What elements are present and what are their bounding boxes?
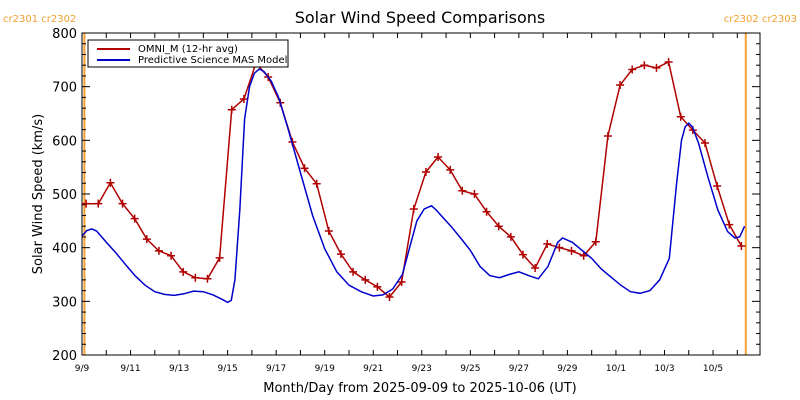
data-point [118, 199, 127, 208]
carrington-marker-label: cr2302 cr2303 [724, 14, 797, 25]
data-point [676, 112, 685, 121]
data-point [446, 165, 455, 174]
data-point [664, 57, 673, 66]
data-point [640, 61, 649, 70]
x-tick-label: 9/15 [218, 364, 238, 374]
data-point [324, 227, 333, 236]
data-point [385, 293, 394, 302]
data-point [82, 199, 91, 208]
data-point [336, 250, 345, 259]
data-point [191, 273, 200, 282]
data-point [167, 251, 176, 260]
y-tick-label: 400 [52, 242, 77, 257]
data-point [312, 179, 321, 188]
data-point [397, 278, 406, 287]
data-point [421, 167, 430, 176]
series-line [86, 60, 743, 299]
data-point [434, 152, 443, 161]
data-point [470, 190, 479, 198]
series-line [81, 68, 746, 304]
data-point [506, 232, 515, 241]
data-point [531, 264, 540, 273]
y-tick-label: 300 [52, 295, 77, 310]
y-tick-label: 500 [52, 188, 77, 203]
data-point [349, 267, 358, 276]
data-point [713, 181, 722, 190]
data-point [239, 95, 248, 104]
data-point [227, 105, 236, 114]
data-point [737, 242, 746, 251]
legend-label-omni: OMNI_M (12-hr avg) [138, 44, 238, 55]
chart-title: Solar Wind Speed Comparisons [295, 8, 546, 27]
x-tick-label: 10/3 [654, 364, 674, 374]
data-point [591, 237, 600, 246]
data-point [154, 246, 163, 255]
x-tick-label: 10/5 [703, 364, 723, 374]
legend-box [87, 39, 289, 68]
plot-frame [81, 32, 761, 356]
data-point [701, 139, 710, 148]
data-point [179, 267, 188, 276]
y-axis-ticks: 200 300 400 500 600 700 800 [52, 27, 760, 364]
data-point [130, 214, 139, 223]
x-tick-label: 9/21 [363, 364, 383, 374]
data-point [567, 246, 576, 255]
data-point [94, 199, 103, 208]
series-model [81, 68, 746, 304]
data-point [409, 205, 418, 214]
y-tick-label: 200 [52, 349, 77, 364]
data-point [203, 274, 212, 283]
x-tick-label: 9/13 [169, 364, 189, 374]
axes [81, 32, 761, 356]
data-point [106, 178, 115, 187]
data-point [616, 81, 625, 90]
x-tick-label: 9/9 [75, 364, 90, 374]
x-tick-label: 9/11 [120, 364, 140, 374]
data-point [300, 164, 309, 173]
data-point [555, 243, 564, 252]
x-axis-label: Month/Day from 2025-09-09 to 2025-10-06 … [263, 381, 576, 396]
x-tick-label: 9/25 [460, 364, 480, 374]
data-point [361, 275, 370, 284]
y-tick-label: 800 [52, 27, 77, 42]
x-tick-label: 9/23 [412, 364, 432, 374]
data-point [482, 207, 491, 216]
x-tick-label: 9/27 [509, 364, 529, 374]
series-layer [81, 57, 746, 304]
y-axis-label: Solar Wind Speed (km/s) [31, 114, 46, 274]
y-tick-label: 600 [52, 134, 77, 149]
data-point [373, 282, 382, 291]
series-omni [82, 57, 746, 302]
data-point [215, 253, 224, 262]
data-point [518, 250, 527, 259]
x-tick-label: 10/1 [606, 364, 626, 374]
data-point [458, 186, 467, 195]
data-point [628, 65, 637, 74]
x-tick-label: 9/17 [266, 364, 286, 374]
data-point [142, 235, 151, 244]
legend: OMNI_M (12-hr avg) Predictive Science MA… [87, 39, 289, 68]
data-point [652, 63, 661, 72]
legend-label-model: Predictive Science MAS Model [138, 55, 287, 66]
y-tick-label: 700 [52, 81, 77, 96]
carrington-marker-label: cr2301 cr2302 [3, 14, 76, 25]
x-tick-label: 9/19 [315, 364, 335, 374]
data-point [494, 222, 503, 231]
data-point [603, 132, 612, 141]
x-axis-ticks: 9/9 9/11 9/13 9/15 9/17 9/19 9/21 9/23 9/25 9/27 9… [75, 33, 738, 374]
data-point [543, 239, 552, 248]
data-point [725, 220, 734, 229]
x-tick-label: 9/29 [557, 364, 577, 374]
data-point [579, 251, 588, 260]
